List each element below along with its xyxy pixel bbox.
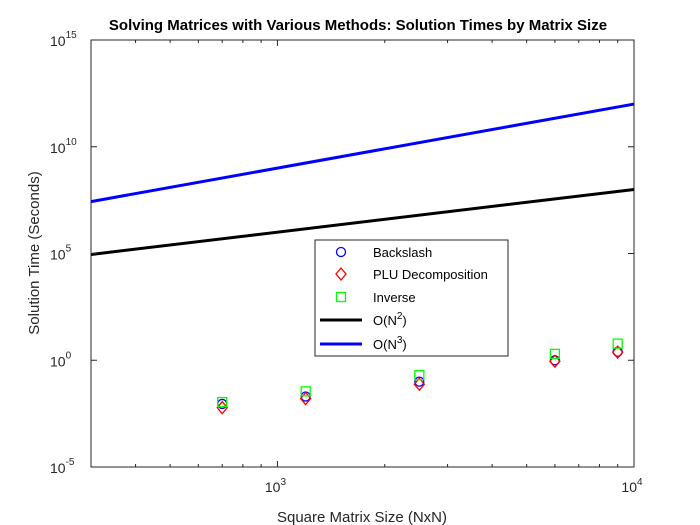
data-point-2-0: [217, 396, 228, 408]
series-line-4: [90, 102, 635, 204]
legend-swatch-2: [335, 291, 347, 303]
legend-label-2: Inverse: [373, 290, 416, 305]
series-line-3: [90, 187, 635, 256]
data-point-1-0: [216, 400, 229, 415]
legend-label-0: Backslash: [373, 245, 432, 260]
x-tick-label: 103: [265, 477, 287, 495]
chart-title: Solving Matrices with Various Methods: S…: [109, 17, 607, 34]
data-point-2-4: [612, 338, 623, 349]
series-layer: [90, 102, 635, 415]
y-tick-label: 100: [50, 350, 72, 369]
legend-label-4: O(N3): [373, 335, 407, 352]
data-point-1-1: [299, 391, 312, 406]
y-tick-layer: 10-5 100 105 1010 1015: [50, 30, 634, 476]
data-point-2-3: [549, 348, 561, 359]
y-tick-label: 105: [50, 244, 72, 263]
x-tick-label: 104: [621, 477, 643, 495]
data-point-0-2: [414, 376, 425, 387]
data-point-1-4: [611, 345, 624, 360]
data-point-2-2: [414, 370, 425, 381]
y-tick-label: 1010: [50, 137, 77, 156]
legend-swatch-0: [335, 246, 347, 258]
x-axis-label: Square Matrix Size (NxN): [277, 509, 447, 525]
legend-label-3: O(N2): [373, 311, 407, 328]
data-point-1-2: [413, 377, 426, 392]
x-tick-layer: 103 104: [135, 40, 643, 495]
y-tick-label: 10-5: [50, 457, 75, 476]
y-axis-label: Solution Time (Seconds): [26, 171, 43, 334]
legend-label-1: PLU Decomposition: [373, 267, 488, 282]
legend: Backslash PLU Decomposition Inverse O(N2) O(…: [314, 239, 509, 357]
data-point-1-3: [549, 354, 561, 369]
data-point-2-1: [300, 386, 311, 397]
y-tick-label: 1015: [50, 30, 77, 49]
legend-swatch-1: [335, 266, 347, 282]
legend-box: [314, 239, 509, 357]
